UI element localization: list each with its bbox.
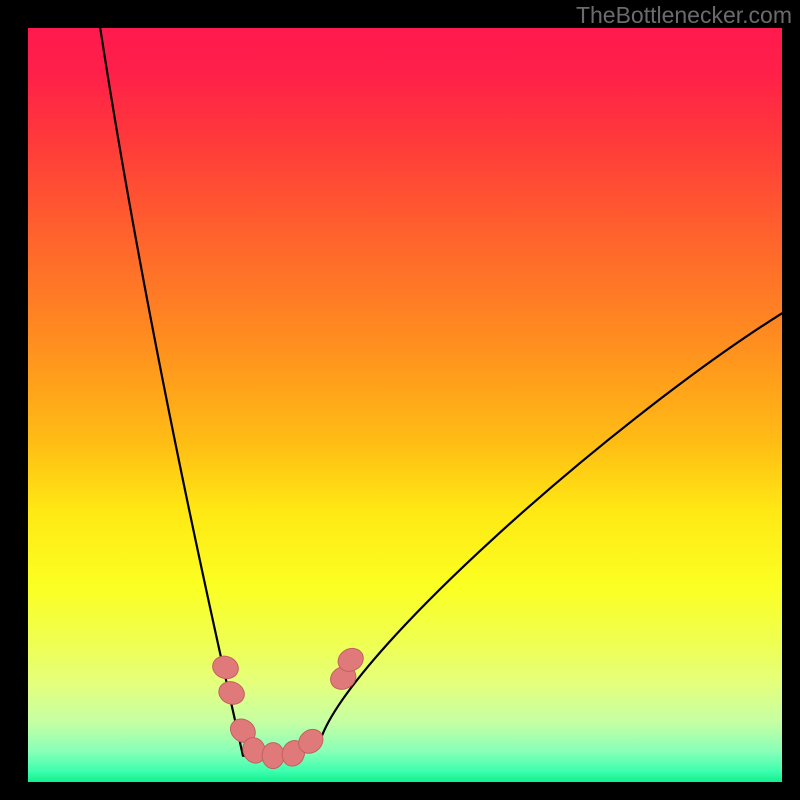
watermark-text: TheBottlenecker.com bbox=[576, 2, 792, 29]
chart-root: TheBottlenecker.com bbox=[0, 0, 800, 800]
plot-background bbox=[28, 28, 782, 782]
bottleneck-plot bbox=[28, 28, 782, 782]
trough-bead bbox=[262, 743, 284, 769]
